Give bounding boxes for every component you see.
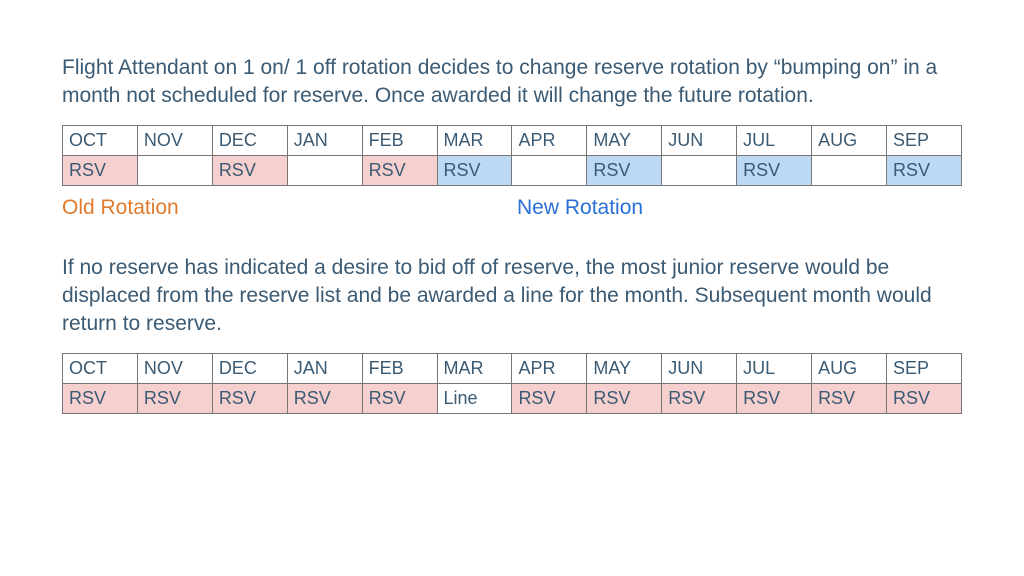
table-cell: RSV	[212, 155, 287, 185]
table-cell: RSV	[137, 383, 212, 413]
table-header-cell: JAN	[287, 353, 362, 383]
old-rotation-label: Old Rotation	[62, 196, 507, 220]
table-header-cell: SEP	[886, 125, 961, 155]
paragraph-1: Flight Attendant on 1 on/ 1 off rotation…	[62, 54, 962, 111]
table-header-cell: NOV	[137, 125, 212, 155]
table-header-cell: JUL	[737, 125, 812, 155]
table-header-cell: APR	[512, 125, 587, 155]
table-header-cell: FEB	[362, 125, 437, 155]
table-cell: RSV	[362, 383, 437, 413]
table-cell: RSV	[737, 383, 812, 413]
table-cell: RSV	[886, 383, 961, 413]
table-cell: Line	[437, 383, 512, 413]
table-header-cell: JAN	[287, 125, 362, 155]
table-cell: RSV	[63, 383, 138, 413]
table-header-cell: DEC	[212, 353, 287, 383]
table-header-cell: OCT	[63, 125, 138, 155]
table-header-cell: JUL	[737, 353, 812, 383]
table-cell	[287, 155, 362, 185]
table-header-cell: MAR	[437, 125, 512, 155]
table-cell: RSV	[63, 155, 138, 185]
table-header-cell: APR	[512, 353, 587, 383]
paragraph-2: If no reserve has indicated a desire to …	[62, 254, 962, 339]
rotation-table-2: OCTNOVDECJANFEBMARAPRMAYJUNJULAUGSEP RSV…	[62, 353, 962, 414]
table-cell: RSV	[737, 155, 812, 185]
table-header-cell: AUG	[812, 353, 887, 383]
new-rotation-label: New Rotation	[507, 196, 962, 220]
table-header-cell: DEC	[212, 125, 287, 155]
table-cell: RSV	[662, 383, 737, 413]
table-header-cell: MAY	[587, 125, 662, 155]
table-header-row: OCTNOVDECJANFEBMARAPRMAYJUNJULAUGSEP	[63, 353, 962, 383]
table-cell	[812, 155, 887, 185]
table-cell	[512, 155, 587, 185]
table-cell: RSV	[587, 383, 662, 413]
table-cell: RSV	[512, 383, 587, 413]
table-header-cell: MAR	[437, 353, 512, 383]
table-cell: RSV	[587, 155, 662, 185]
table-cell: RSV	[812, 383, 887, 413]
table-header-cell: JUN	[662, 353, 737, 383]
table-header-cell: MAY	[587, 353, 662, 383]
table-cell	[137, 155, 212, 185]
table-cell	[662, 155, 737, 185]
table-header-cell: JUN	[662, 125, 737, 155]
table-row: RSVRSVRSVRSVRSVLineRSVRSVRSVRSVRSVRSV	[63, 383, 962, 413]
table-header-row: OCTNOVDECJANFEBMARAPRMAYJUNJULAUGSEP	[63, 125, 962, 155]
rotation-table-1: OCTNOVDECJANFEBMARAPRMAYJUNJULAUGSEP RSV…	[62, 125, 962, 186]
table-header-cell: FEB	[362, 353, 437, 383]
table-cell: RSV	[212, 383, 287, 413]
table-cell: RSV	[287, 383, 362, 413]
table-header-cell: NOV	[137, 353, 212, 383]
table-cell: RSV	[362, 155, 437, 185]
table-header-cell: SEP	[886, 353, 961, 383]
table-header-cell: AUG	[812, 125, 887, 155]
rotation-labels: Old Rotation New Rotation	[62, 196, 962, 220]
table-header-cell: OCT	[63, 353, 138, 383]
table-cell: RSV	[437, 155, 512, 185]
table-cell: RSV	[886, 155, 961, 185]
table-row: RSVRSVRSVRSVRSVRSVRSV	[63, 155, 962, 185]
